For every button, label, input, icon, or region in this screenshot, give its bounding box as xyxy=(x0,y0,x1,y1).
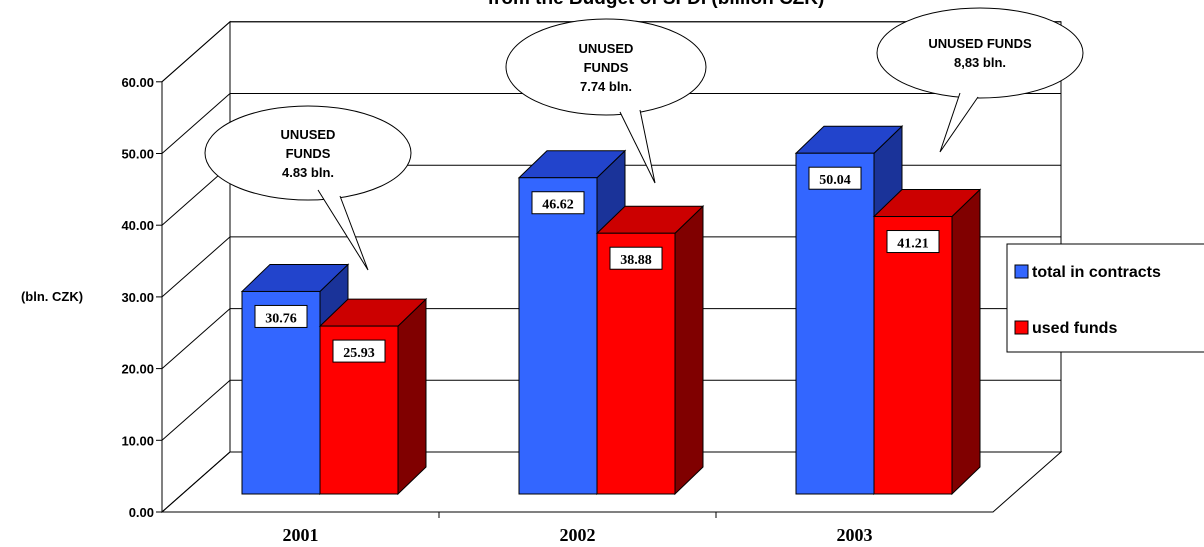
annotation-bubble-2001: UNUSED FUNDS 4.83 bln. xyxy=(204,105,412,271)
bar-used-funds-2001: 25.93 xyxy=(318,297,428,496)
y-tick-label: 0.00 xyxy=(129,505,154,520)
data-label: 25.93 xyxy=(343,346,375,361)
legend-swatch xyxy=(1014,264,1029,279)
data-label: 46.62 xyxy=(542,198,574,213)
bar-front xyxy=(596,232,676,495)
y-tick-label: 20.00 xyxy=(121,362,154,377)
x-tick-label: 2002 xyxy=(560,525,596,545)
x-tick-label: 2003 xyxy=(837,525,873,545)
data-label: 38.88 xyxy=(620,253,652,268)
bubble-text: 7.74 bln. xyxy=(580,79,632,94)
data-label-box xyxy=(886,230,940,254)
bubble-tail xyxy=(317,189,369,271)
data-label-box xyxy=(808,166,862,190)
gridline-side xyxy=(161,93,231,154)
data-label-box xyxy=(332,339,386,363)
y-axis-label: (bln. CZK) xyxy=(21,289,83,304)
data-label-box xyxy=(609,246,663,270)
bubble-text: 4.83 bln. xyxy=(282,165,334,180)
gridline-side xyxy=(161,308,231,369)
legend-label: used funds xyxy=(1032,320,1117,337)
y-tick-label: 30.00 xyxy=(121,290,154,305)
gridline-side xyxy=(161,451,231,513)
bar-front xyxy=(518,177,598,495)
data-label: 30.76 xyxy=(265,311,297,326)
bubble-shape xyxy=(505,18,707,116)
y-tick-label: 60.00 xyxy=(121,75,154,90)
gridline-side xyxy=(161,21,231,83)
annotation-bubble-2003: UNUSED FUNDS 8,83 bln. xyxy=(876,7,1084,153)
bar-side xyxy=(397,297,427,496)
annotation-bubble-2002: UNUSED FUNDS 7.74 bln. xyxy=(505,18,707,184)
bar-side xyxy=(951,188,981,496)
legend-label: total in contracts xyxy=(1032,264,1161,281)
bubble-text: UNUSED xyxy=(281,127,336,142)
data-label: 41.21 xyxy=(897,237,929,252)
bubble-tail xyxy=(619,109,656,184)
x-tick-label: 2001 xyxy=(283,525,319,545)
y-tick-label: 40.00 xyxy=(121,218,154,233)
bar-used-funds-2002: 38.88 xyxy=(595,205,705,496)
chart-title: from the Budget of SFDI (billion CZK) xyxy=(488,0,825,9)
bubble-text: 8,83 bln. xyxy=(954,55,1006,70)
gridline-side xyxy=(161,236,231,298)
gridline-side xyxy=(161,379,231,441)
bar-front xyxy=(873,216,953,495)
legend-box xyxy=(1006,243,1204,353)
bubble-text: FUNDS xyxy=(584,60,629,75)
data-label: 50.04 xyxy=(819,173,851,188)
bar-side xyxy=(674,205,704,496)
y-tick-label: 50.00 xyxy=(121,147,154,162)
bubble-shape xyxy=(876,7,1084,99)
bubble-text: UNUSED xyxy=(579,41,634,56)
bubble-text: UNUSED FUNDS xyxy=(928,36,1032,51)
bubble-shape xyxy=(204,105,412,201)
bubble-text: FUNDS xyxy=(286,146,331,161)
bubble-tail xyxy=(939,92,979,153)
legend-swatch xyxy=(1014,320,1029,335)
bar-used-funds-2003: 41.21 xyxy=(872,188,982,496)
data-label-box xyxy=(254,304,308,328)
data-label-box xyxy=(531,191,585,215)
y-tick-label: 10.00 xyxy=(121,433,154,448)
bar-front xyxy=(795,152,875,495)
bubble-tail-fill xyxy=(940,93,978,152)
legend: total in contracts used funds xyxy=(1006,243,1204,353)
